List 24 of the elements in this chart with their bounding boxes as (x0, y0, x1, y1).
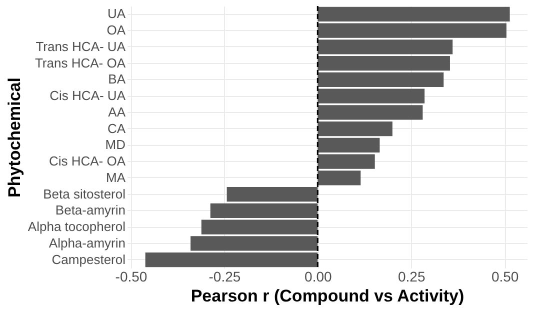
y-tick-label: Trans HCA- OA (34, 55, 126, 70)
x-tick-label: 0.25 (398, 268, 426, 284)
y-tick-label: Beta-amyrin (55, 202, 126, 218)
y-axis-title: Phytochemical (4, 78, 24, 198)
y-tick-label: Cis HCA- UA (50, 88, 126, 104)
x-axis-title: Pearson r (Compound vs Activity) (190, 286, 464, 306)
x-tick-label: 0.50 (491, 268, 519, 284)
y-tick-label: UA (107, 6, 126, 22)
y-tick-label: Trans HCA- UA (36, 38, 126, 54)
y-tick-label: CA (107, 120, 126, 136)
x-tick-label: 0.00 (304, 268, 332, 284)
x-tick-label: -0.50 (115, 268, 148, 284)
x-tick-label: -0.25 (208, 268, 241, 284)
y-tick-label: AA (108, 104, 126, 120)
bar (226, 186, 318, 202)
y-tick-label: Cis HCA- OA (48, 154, 126, 169)
y-tick-label: Alpha-amyrin (48, 235, 126, 250)
y-tick-label: BA (108, 72, 126, 87)
y-tick-label: Campesterol (52, 252, 126, 267)
y-tick-label: OA (106, 22, 126, 38)
y-tick-label: Beta sitosterol (43, 186, 126, 202)
y-tick-label: MD (105, 137, 126, 152)
y-tick-label: Alpha tocopherol (28, 219, 126, 234)
y-tick-label: MA (106, 170, 126, 185)
